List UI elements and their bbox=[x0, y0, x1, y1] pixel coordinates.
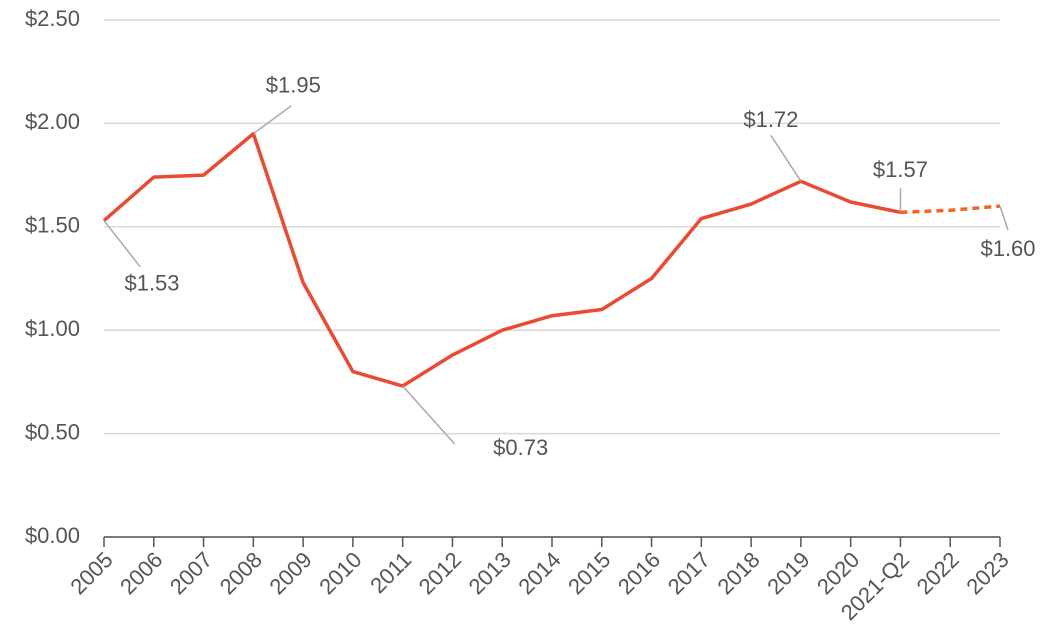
value-label: $1.53 bbox=[124, 270, 179, 295]
y-tick-label: $1.00 bbox=[25, 316, 80, 341]
x-tick-label: 2013 bbox=[464, 547, 516, 599]
x-tick-label: 2016 bbox=[613, 547, 665, 599]
value-label: $1.72 bbox=[743, 107, 798, 132]
leader-line bbox=[252, 105, 292, 135]
y-tick-label: $0.00 bbox=[25, 523, 80, 548]
x-tick-label: 2011 bbox=[365, 547, 416, 598]
y-tick-label: $0.50 bbox=[25, 419, 80, 444]
value-label: $0.73 bbox=[493, 435, 548, 460]
leader-line bbox=[770, 134, 802, 182]
value-label: $1.57 bbox=[873, 157, 928, 182]
value-label: $1.60 bbox=[980, 236, 1035, 261]
x-tick-label: 2009 bbox=[264, 547, 316, 599]
x-tick-label: 2015 bbox=[563, 547, 615, 599]
x-tick-label: 2017 bbox=[663, 547, 715, 599]
y-tick-label: $2.50 bbox=[25, 6, 80, 31]
y-tick-label: $1.50 bbox=[25, 213, 80, 238]
x-tick-label: 2008 bbox=[215, 547, 267, 599]
leader-line bbox=[103, 220, 141, 268]
leader-line bbox=[402, 385, 456, 445]
x-tick-label: 2014 bbox=[513, 547, 565, 599]
x-tick-label: 2012 bbox=[414, 547, 466, 599]
x-tick-label: 2022 bbox=[912, 547, 964, 599]
x-tick-label: 2007 bbox=[165, 547, 217, 599]
x-tick-label: 2023 bbox=[961, 547, 1013, 599]
x-tick-label: 2010 bbox=[314, 547, 366, 599]
leader-line bbox=[999, 205, 1009, 231]
x-tick-label: 2006 bbox=[115, 547, 167, 599]
x-tick-label: 2018 bbox=[712, 547, 764, 599]
value-label: $1.95 bbox=[266, 73, 321, 98]
line-series bbox=[102, 131, 901, 388]
y-tick-label: $2.00 bbox=[25, 109, 80, 134]
x-tick-label: 2005 bbox=[65, 547, 117, 599]
line-series bbox=[900, 204, 1001, 215]
x-tick-label: 2019 bbox=[762, 547, 814, 599]
